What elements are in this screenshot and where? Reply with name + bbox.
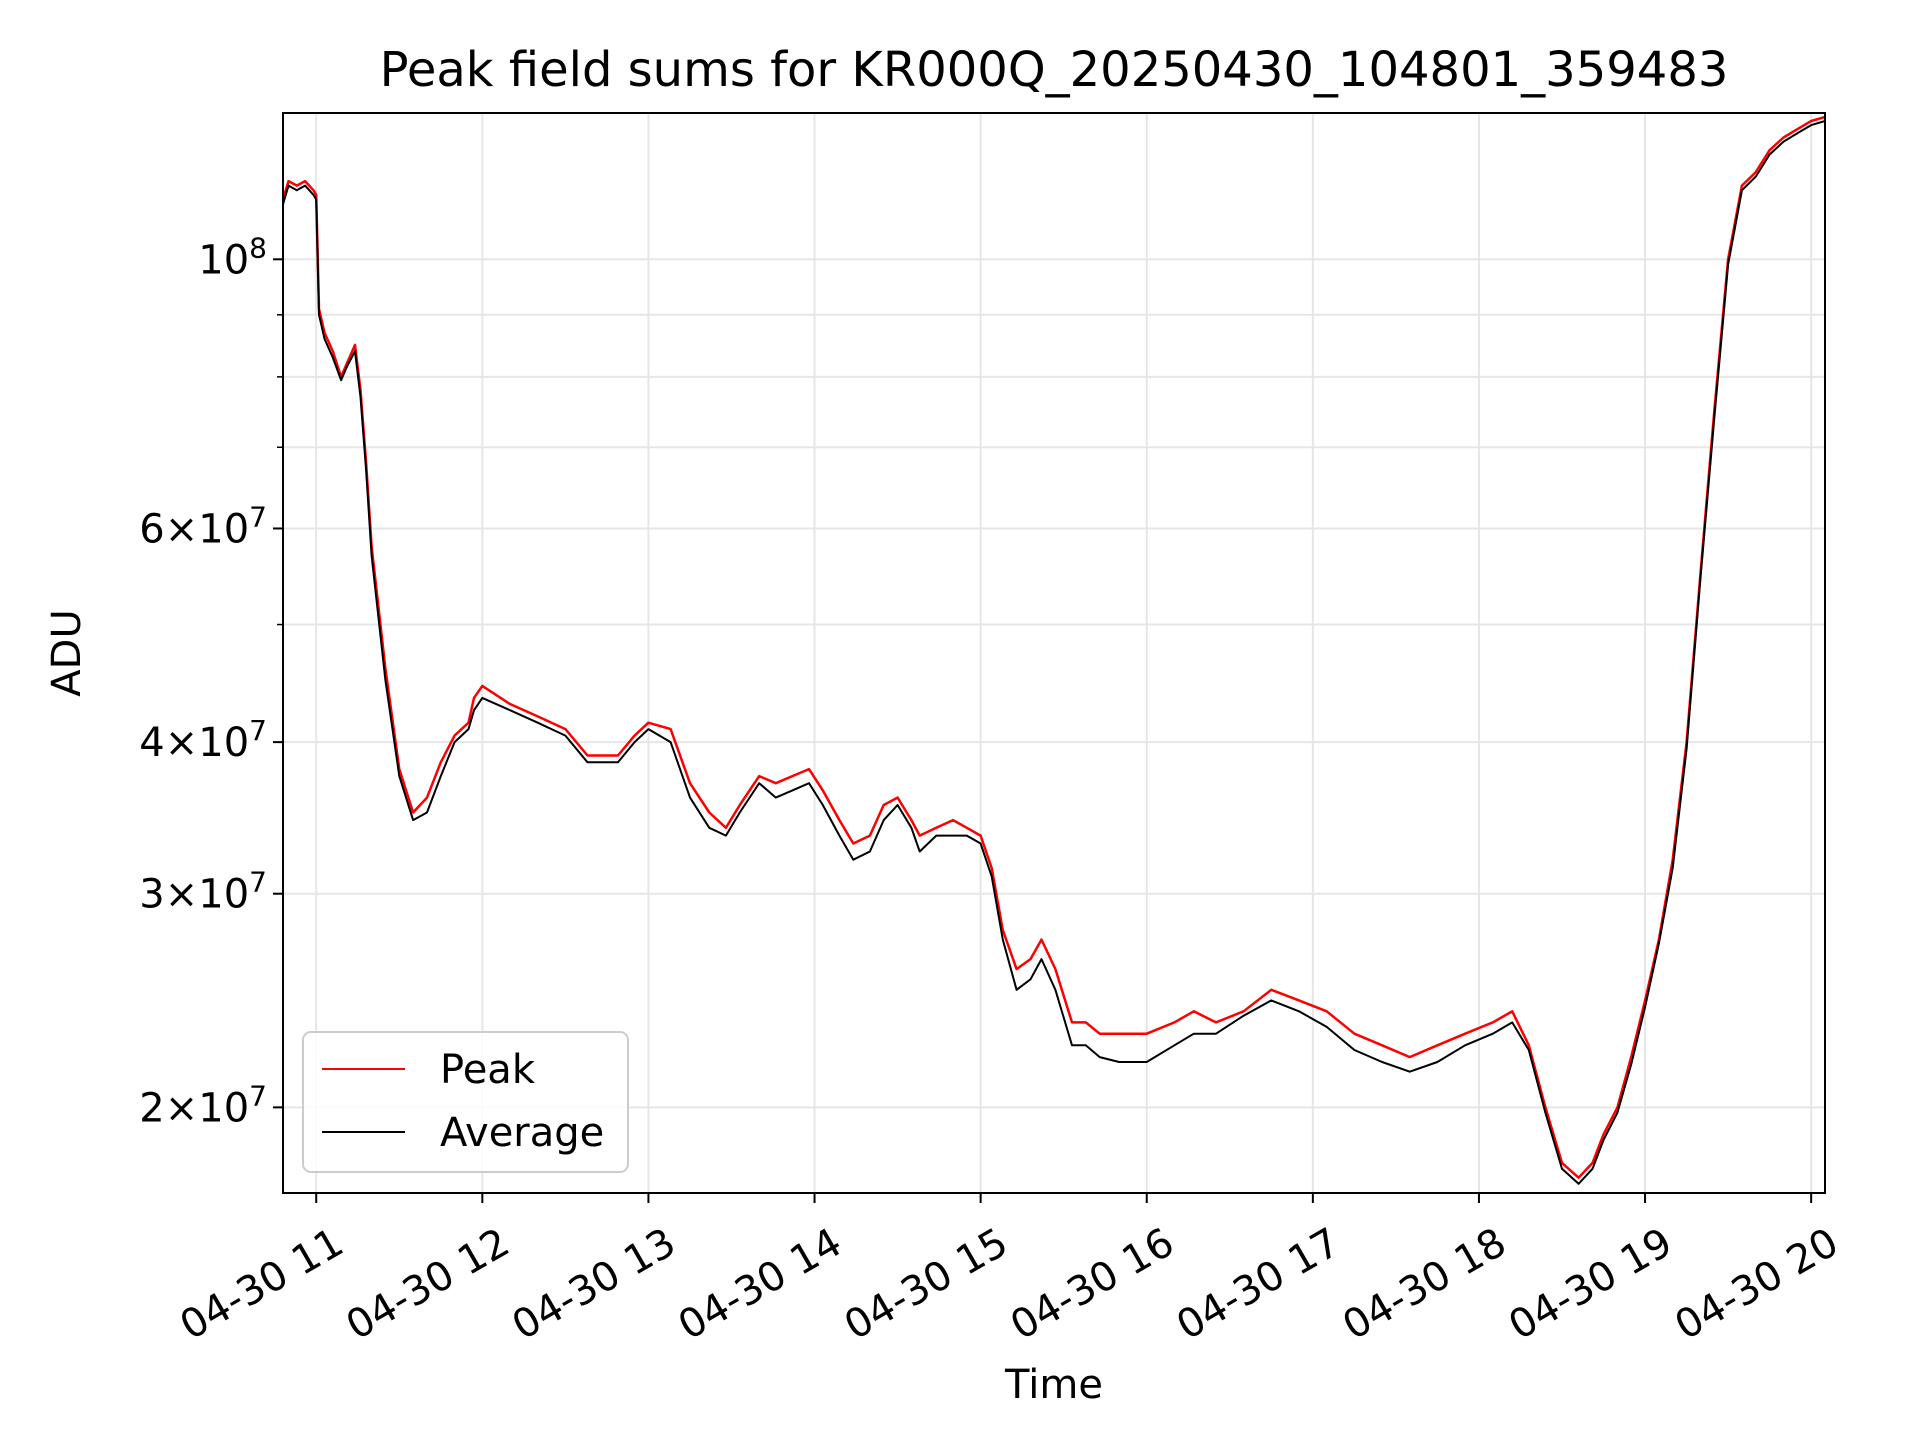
series-line-peak — [281, 115, 1826, 1179]
x-tick-label: 04-30 11 — [172, 1220, 351, 1350]
x-tick-label: 04-30 17 — [1169, 1220, 1348, 1350]
legend-label-average: Average — [440, 1110, 604, 1156]
grid-lines — [283, 113, 1825, 1193]
y-tick-label: 6×107 — [139, 500, 267, 552]
plot-series — [281, 115, 1826, 1185]
x-tick-label: 04-30 14 — [671, 1220, 850, 1350]
chart-title: Peak field sums for KR000Q_20250430_1048… — [380, 42, 1729, 98]
x-tick-label: 04-30 20 — [1667, 1220, 1846, 1350]
legend-box — [302, 1031, 629, 1173]
y-tick-label: 108 — [198, 231, 267, 283]
x-tick-label: 04-30 19 — [1501, 1220, 1680, 1350]
y-axis-label: ADU — [44, 609, 90, 696]
x-tick-label: 04-30 12 — [339, 1220, 518, 1350]
y-tick-label: 3×107 — [139, 866, 267, 918]
x-tick-label: 04-30 15 — [837, 1220, 1016, 1350]
x-tick-label: 04-30 13 — [505, 1220, 684, 1350]
x-axis-label: Time — [1004, 1362, 1103, 1408]
plot-area-frame — [282, 112, 1826, 1194]
x-tick-label: 04-30 16 — [1003, 1220, 1182, 1350]
series-line-average — [282, 120, 1826, 1185]
y-tick-label: 4×107 — [139, 714, 267, 766]
x-tick-label: 04-30 18 — [1335, 1220, 1514, 1350]
legend: Peak Average — [302, 1031, 629, 1173]
legend-label-peak: Peak — [440, 1047, 536, 1093]
y-tick-label: 2×107 — [139, 1079, 267, 1131]
